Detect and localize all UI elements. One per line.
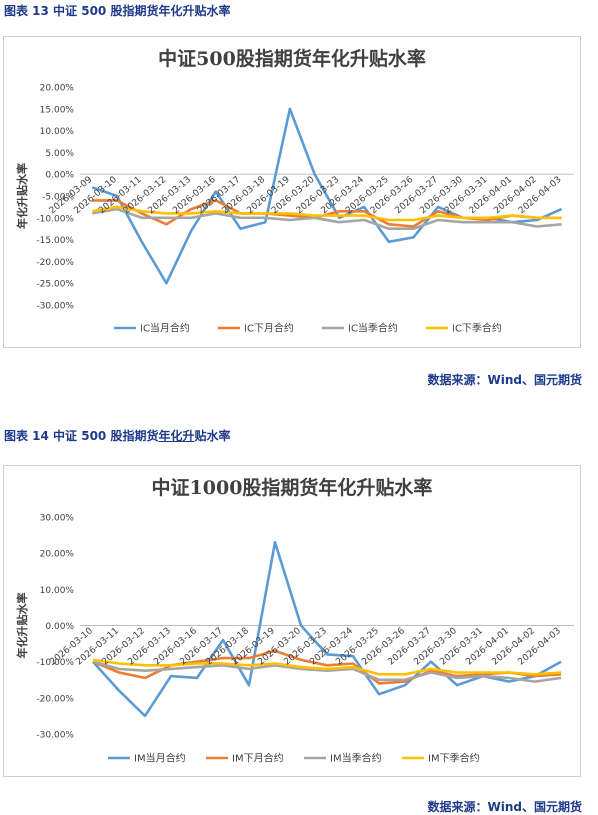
caption-text-part: 贴水率: [194, 429, 231, 443]
legend-label: IC当季合约: [348, 322, 398, 335]
legend-label: IM下月合约: [232, 752, 284, 765]
chart-panel: 中证1000股指期货年化升贴水率年化升贴水率 30.00% 20.00% 10.00%…: [3, 465, 581, 777]
y-tick-label: -10.00%: [36, 214, 74, 224]
series-line: [92, 207, 562, 230]
caption-text-part: 年化升: [158, 429, 195, 443]
y-tick-label: -30.00%: [36, 302, 74, 312]
source-note: 数据来源：Wind、国元期货: [427, 800, 582, 814]
y-tick-label: 20.00%: [40, 550, 75, 560]
legend-label: IM当月合约: [134, 752, 186, 765]
figure-caption: 图表 14 中证 500 股指期货年化升贴水率: [4, 427, 231, 444]
y-tick-label: -10.00%: [36, 658, 74, 668]
source-note: 数据来源：Wind、国元期货: [427, 373, 582, 387]
caption-text-part: 图表 14 中证 500 股指期货: [4, 429, 159, 443]
y-tick-label: 20.00%: [40, 84, 75, 94]
y-tick-label: -15.00%: [36, 236, 74, 246]
y-tick-label: -30.00%: [36, 731, 74, 741]
legend-label: IM当季合约: [330, 752, 382, 765]
legend-label: IM下季合约: [428, 752, 480, 765]
y-tick-label: 30.00%: [40, 514, 75, 524]
y-tick-label: -20.00%: [36, 258, 74, 268]
figure-caption: 图表 13 中证 500 股指期货年化升贴水率: [4, 2, 230, 19]
y-tick-label: 5.00%: [45, 149, 74, 159]
chart-title: 中证1000股指期货年化升贴水率: [152, 476, 433, 499]
caption-text: 图表 13 中证 500 股指期货年化升贴水率: [4, 4, 231, 18]
y-axis-label: 年化升贴水率: [15, 163, 29, 229]
chart-panel: 中证500股指期货年化升贴水率年化升贴水率 20.00% 15.00% 10.00% 5…: [3, 36, 581, 348]
y-axis-label: 年化升贴水率: [15, 593, 29, 659]
y-tick-label: 0.00%: [45, 171, 74, 181]
legend-label: IC当月合约: [140, 322, 190, 335]
series-line: [92, 205, 562, 222]
series-line: [92, 660, 562, 683]
y-tick-label: -25.00%: [36, 280, 74, 290]
y-tick-label: 10.00%: [40, 586, 75, 596]
chart-title: 中证500股指期货年化升贴水率: [158, 47, 426, 70]
y-tick-label: 15.00%: [40, 105, 75, 115]
y-tick-label: 10.00%: [40, 127, 75, 137]
y-tick-label: 0.00%: [45, 622, 74, 632]
y-tick-label: -20.00%: [36, 694, 74, 704]
series-line: [92, 658, 562, 676]
legend-label: IC下季合约: [452, 322, 502, 335]
legend-label: IC下月合约: [244, 322, 294, 335]
y-tick-label: -5.00%: [42, 193, 74, 203]
